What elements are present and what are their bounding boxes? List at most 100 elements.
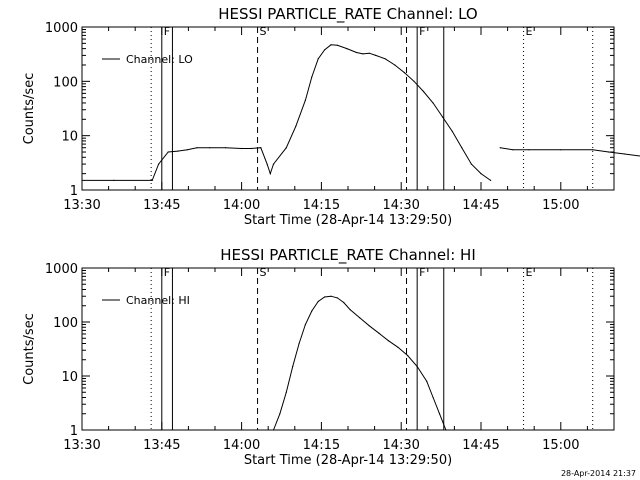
event-marker-label: S [260,266,267,279]
data-point [422,90,425,93]
data-point [397,346,399,348]
x-tick-label: 14:15 [303,198,340,213]
data-point [241,147,243,150]
data-point [346,48,348,50]
chart-panel-2: HESSI PARTICLE_RATE Channel: HI 13:30 13:4… [22,246,615,468]
data-point [432,102,434,104]
data-point [285,391,287,393]
x-tick-label: 14:45 [462,438,499,453]
data-point [285,147,287,149]
data-point [499,147,501,149]
data-point [592,149,594,151]
y-axis-label: Counts/sec [22,73,37,145]
data-point [304,99,306,101]
data-point [426,380,428,382]
y-tick-label: 1000 [45,21,78,36]
data-point [359,317,361,319]
x-axis-label: Start Time (28-Apr-14 13:29:50) [244,453,452,468]
data-point [375,54,377,57]
data-point [272,429,275,431]
data-point [279,413,281,415]
data-point [451,130,453,132]
data-point [317,58,319,60]
x-tick-label: 13:30 [63,198,100,213]
data-point [177,150,179,152]
data-point [324,49,326,51]
footer-timestamp: 28-Apr-2014 21:37 [561,469,636,478]
x-tick-label: 14:00 [223,198,260,213]
data-point [311,310,313,312]
data-point [336,44,338,46]
data-point [528,149,530,151]
data-point [269,173,271,175]
data-point [416,365,418,368]
data-point [362,53,364,55]
data-point [298,342,300,345]
y-tick-label: 10 [61,130,78,145]
event-marker-label: S [260,25,267,38]
data-point [295,125,297,127]
data-point [624,153,626,155]
y-axis-label: Counts/sec [22,313,37,385]
y-tick-label: 100 [53,75,78,90]
event-marker-label: F [164,266,170,279]
series-line [273,295,447,431]
event-marker-label: E [526,266,533,279]
data-point [394,64,396,66]
data-point [480,173,482,175]
y-tick-label: 1000 [45,262,78,277]
data-point [378,332,380,334]
data-point [512,149,514,151]
event-marker-label: F [164,25,170,38]
x-tick-label: 14:30 [382,438,419,453]
data-point [470,163,472,165]
data-point [113,179,115,181]
series-line [500,147,640,157]
data-point [403,72,405,74]
data-point [387,340,389,342]
data-point [167,151,169,153]
data-point [368,325,370,327]
chart-title: HESSI PARTICLE_RATE Channel: HI [220,246,476,265]
chart-panel-1: HESSI PARTICLE_RATE Channel: LO 13:30 13:4… [22,5,640,228]
event-marker-label: F [419,266,425,279]
x-tick-label: 13:45 [143,438,180,453]
data-point [81,179,83,181]
x-tick-label: 14:15 [303,438,340,453]
data-point [196,147,198,149]
y-tick-label: 1 [70,424,78,439]
data-point [330,44,332,46]
x-tick-label: 13:30 [63,438,100,453]
x-tick-label: 15:00 [542,438,579,453]
data-point [186,149,188,151]
x-tick-label: 14:45 [462,198,499,213]
data-point [292,365,294,368]
data-point [304,323,306,326]
x-axis-label: Start Time (28-Apr-14 13:29:50) [244,213,452,228]
data-point [413,80,415,82]
data-point [336,297,338,299]
data-point [560,149,562,151]
data-point [608,151,610,153]
data-point [209,147,211,149]
data-point [490,179,492,181]
x-tick-label: 15:00 [542,198,579,213]
data-point [324,296,326,298]
y-tick-label: 10 [61,370,78,385]
data-point [461,147,463,149]
data-point [272,163,275,165]
data-point [343,301,345,304]
data-point [407,354,409,357]
chart-title: HESSI PARTICLE_RATE Channel: LO [218,5,477,24]
event-marker-label: E [526,25,533,38]
legend-label: Channel: HI [126,294,190,307]
data-point [250,147,252,150]
data-point [317,300,319,303]
data-point [330,295,332,297]
data-point [151,179,153,181]
data-point [225,147,227,149]
data-point [266,163,268,165]
data-point [368,52,370,54]
data-point [438,413,441,415]
